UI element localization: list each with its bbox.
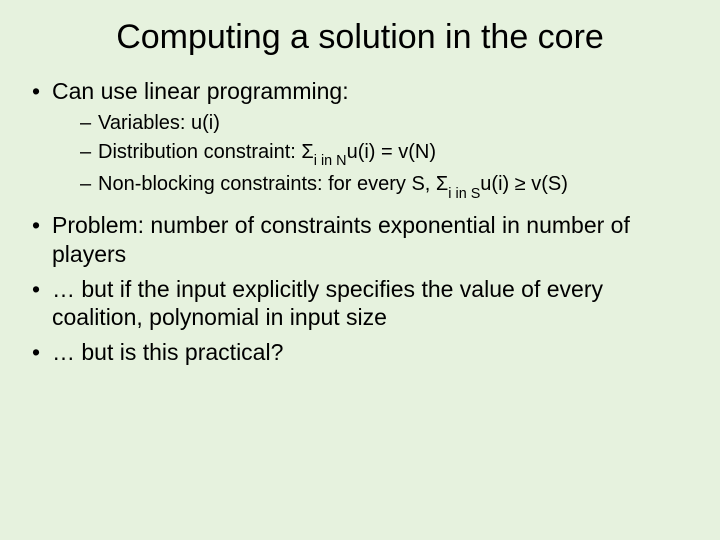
bullet-text: … but if the input explicitly specifies …	[52, 276, 603, 331]
list-item: Non-blocking constraints: for every S, Σ…	[80, 171, 690, 201]
subscript: i in S	[448, 186, 480, 202]
bullet-text: Variables: u(i)	[98, 112, 220, 134]
bullet-text: Problem: number of constraints exponenti…	[52, 212, 630, 267]
list-item: … but is this practical?	[30, 338, 690, 367]
bullet-text-post: u(i) = v(N)	[347, 141, 436, 163]
bullet-text-pre: Non-blocking constraints: for every S, Σ	[98, 173, 448, 195]
list-item: Distribution constraint: Σi in Nu(i) = v…	[80, 139, 690, 169]
bullet-list-level1: Can use linear programming: Variables: u…	[30, 77, 690, 367]
bullet-text: Can use linear programming:	[52, 78, 349, 104]
subscript: i in N	[314, 153, 347, 169]
bullet-list-level2: Variables: u(i) Distribution constraint:…	[52, 110, 690, 201]
list-item: Problem: number of constraints exponenti…	[30, 211, 690, 269]
list-item: Can use linear programming: Variables: u…	[30, 77, 690, 201]
bullet-text-pre: Distribution constraint: Σ	[98, 141, 314, 163]
bullet-text: … but is this practical?	[52, 339, 283, 365]
slide: Computing a solution in the core Can use…	[0, 0, 720, 540]
list-item: Variables: u(i)	[80, 110, 690, 136]
list-item: … but if the input explicitly specifies …	[30, 275, 690, 333]
bullet-text-post: u(i) ≥ v(S)	[480, 173, 568, 195]
page-title: Computing a solution in the core	[30, 18, 690, 57]
